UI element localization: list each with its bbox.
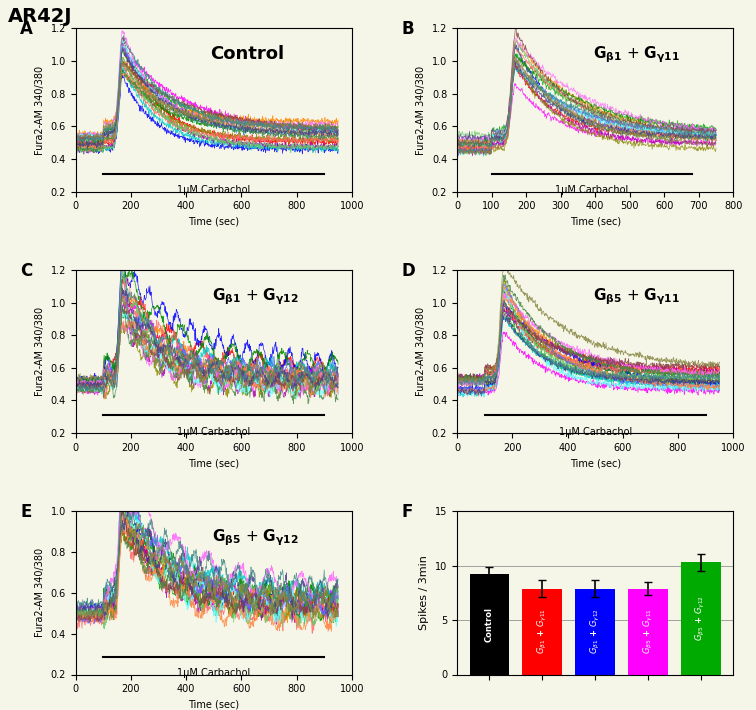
Text: $\mathbf{G_{\beta1}}$ + $\mathbf{G_{\gamma12}}$: $\mathbf{G_{\beta1}}$ + $\mathbf{G_{\gam…	[212, 286, 299, 307]
Text: $G_{\beta1}$ + $G_{\gamma12}$: $G_{\beta1}$ + $G_{\gamma12}$	[589, 608, 602, 655]
Bar	[681, 562, 720, 674]
Text: $G_{\beta1}$ + $G_{\gamma11}$: $G_{\beta1}$ + $G_{\gamma11}$	[536, 608, 549, 655]
Text: 1μM Carbachol: 1μM Carbachol	[177, 185, 250, 195]
Text: A: A	[20, 21, 33, 38]
Bar	[628, 589, 668, 674]
Y-axis label: Fura2-AM 340/380: Fura2-AM 340/380	[417, 307, 426, 396]
Text: 1μM Carbachol: 1μM Carbachol	[177, 427, 250, 437]
Text: 1μM Carbachol: 1μM Carbachol	[177, 668, 250, 678]
Bar	[469, 574, 510, 674]
Text: AR42J: AR42J	[8, 7, 72, 26]
Text: C: C	[20, 262, 33, 280]
Text: F: F	[401, 503, 413, 521]
X-axis label: Time (sec): Time (sec)	[188, 700, 240, 710]
Bar	[522, 589, 562, 674]
Text: $G_{\beta5}$ + $G_{\gamma12}$: $G_{\beta5}$ + $G_{\gamma12}$	[694, 596, 708, 641]
X-axis label: Time (sec): Time (sec)	[188, 217, 240, 226]
Y-axis label: Fura2-AM 340/380: Fura2-AM 340/380	[417, 65, 426, 155]
Text: Control: Control	[210, 45, 284, 62]
Text: Control: Control	[485, 607, 494, 642]
Text: D: D	[401, 262, 416, 280]
Text: $\mathbf{G_{\beta1}}$ + $\mathbf{G_{\gamma11}}$: $\mathbf{G_{\beta1}}$ + $\mathbf{G_{\gam…	[593, 45, 680, 65]
Text: $\mathbf{G_{\beta5}}$ + $\mathbf{G_{\gamma12}}$: $\mathbf{G_{\beta5}}$ + $\mathbf{G_{\gam…	[212, 528, 299, 548]
Text: E: E	[20, 503, 32, 521]
Y-axis label: Spikes / 3min: Spikes / 3min	[420, 555, 429, 630]
Text: $G_{\beta5}$ + $G_{\gamma11}$: $G_{\beta5}$ + $G_{\gamma11}$	[642, 608, 655, 655]
Y-axis label: Fura2-AM 340/380: Fura2-AM 340/380	[35, 548, 45, 638]
X-axis label: Time (sec): Time (sec)	[569, 217, 621, 226]
Text: B: B	[401, 21, 414, 38]
Y-axis label: Fura2-AM 340/380: Fura2-AM 340/380	[35, 307, 45, 396]
Bar	[575, 589, 615, 674]
Text: 1μM Carbachol: 1μM Carbachol	[555, 185, 628, 195]
X-axis label: Time (sec): Time (sec)	[569, 459, 621, 469]
Y-axis label: Fura2-AM 340/380: Fura2-AM 340/380	[35, 65, 45, 155]
X-axis label: Time (sec): Time (sec)	[188, 459, 240, 469]
Text: 1μM Carbachol: 1μM Carbachol	[559, 427, 632, 437]
Text: $\mathbf{G_{\beta5}}$ + $\mathbf{G_{\gamma11}}$: $\mathbf{G_{\beta5}}$ + $\mathbf{G_{\gam…	[593, 286, 680, 307]
